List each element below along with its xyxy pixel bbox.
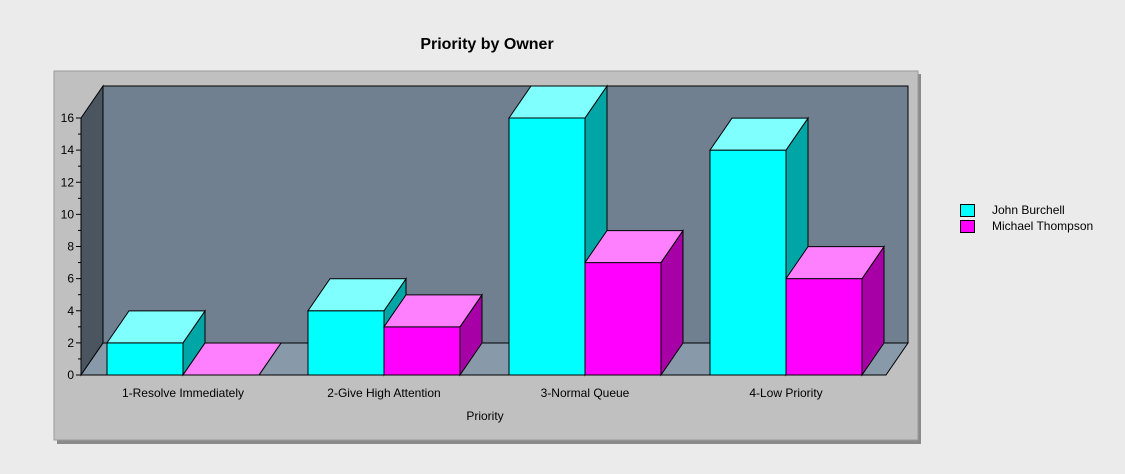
- bar: [383, 293, 483, 377]
- x-tick-label: 1-Resolve Immediately: [122, 386, 244, 400]
- bars-group: [106, 84, 885, 377]
- bar-top: [508, 85, 608, 119]
- plot-left-wall: [80, 84, 104, 377]
- legend-item-michael-thompson: Michael Thompson: [960, 218, 1093, 234]
- legend-swatch-john-burchell: [960, 203, 975, 217]
- bar-front: [307, 310, 385, 376]
- bar: [182, 342, 282, 376]
- bar-front: [584, 262, 662, 376]
- y-tick-label: 0: [67, 368, 74, 382]
- y-tick-label: 6: [67, 272, 74, 286]
- legend-label-michael-thompson: Michael Thompson: [992, 219, 1094, 233]
- x-axis-label: Priority: [466, 409, 503, 423]
- legend-label-john-burchell: John Burchell: [992, 203, 1065, 217]
- y-tick-label: 4: [67, 304, 74, 318]
- x-tick-label: 4-Low Priority: [749, 386, 822, 400]
- bar-top: [307, 278, 407, 312]
- bar-front: [785, 278, 863, 376]
- bar: [785, 245, 885, 377]
- bar-top: [182, 342, 282, 376]
- y-tick-label: 8: [67, 240, 74, 254]
- x-tick-label: 3-Normal Queue: [541, 386, 630, 400]
- y-axis-ticks: 0 2 4 6 8 10 12 14 16: [61, 111, 81, 382]
- bar-top: [709, 117, 809, 151]
- bar-top: [785, 246, 885, 280]
- bar: [508, 84, 608, 377]
- bar: [584, 228, 684, 377]
- legend-item-john-burchell: John Burchell: [960, 202, 1093, 218]
- bar-front: [709, 149, 787, 376]
- y-tick-label: 2: [67, 336, 74, 350]
- y-tick-label: 16: [61, 111, 75, 125]
- bar-front: [383, 326, 461, 376]
- y-tick-label: 10: [61, 207, 75, 221]
- y-tick-label: 14: [61, 143, 75, 157]
- bar-front: [508, 117, 586, 376]
- chart-title: Priority by Owner: [420, 36, 553, 53]
- bar-top: [106, 310, 206, 344]
- bar-top: [383, 294, 483, 328]
- y-tick-label: 12: [61, 175, 75, 189]
- x-axis-tick-labels: 1-Resolve Immediately 2-Give High Attenti…: [122, 386, 823, 400]
- legend: John Burchell Michael Thompson: [960, 202, 1093, 234]
- x-tick-label: 2-Give High Attention: [327, 386, 440, 400]
- bar-top: [584, 230, 684, 264]
- bar-front: [106, 342, 184, 376]
- legend-swatch-michael-thompson: [960, 219, 975, 233]
